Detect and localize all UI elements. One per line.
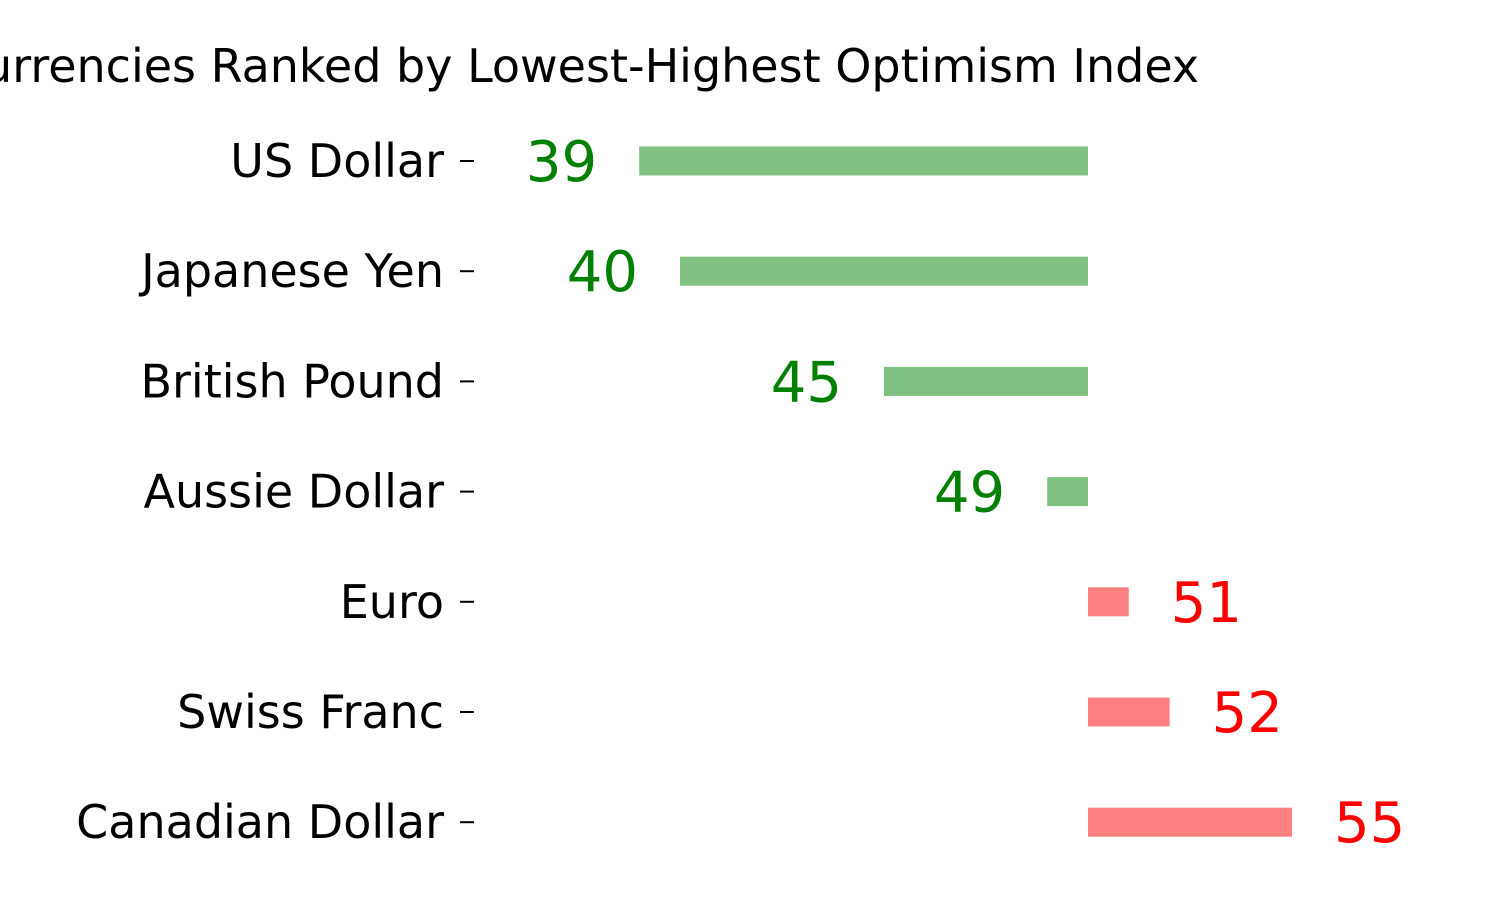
bar-british-pound [884,366,1088,396]
bar-euro [1088,587,1129,617]
category-label: Aussie Dollar [144,465,445,519]
value-label: 55 [1334,791,1405,856]
value-label: 45 [771,350,842,415]
value-label: 49 [934,461,1005,526]
category-label: Canadian Dollar [76,795,444,849]
value-label: 40 [567,240,638,305]
category-label: Euro [340,575,444,629]
category-label: British Pound [140,354,444,408]
bar-japanese-yen [680,256,1088,286]
bar-aussie-dollar [1047,477,1088,507]
bar-canadian-dollar [1088,807,1292,837]
bars-group [639,146,1292,837]
chart-title: Currencies Ranked by Lowest-Highest Opti… [0,39,1199,93]
category-label: Japanese Yen [138,244,444,298]
category-labels-group: US Dollar Japanese Yen British Pound Aussie… [76,134,474,849]
value-labels-group: 39 40 45 49 51 52 55 [526,130,1405,856]
category-label: Swiss Franc [177,685,444,739]
category-label: US Dollar [230,134,444,188]
value-label: 39 [526,130,597,195]
value-label: 52 [1212,681,1283,746]
bar-us-dollar [639,146,1088,176]
bar-swiss-franc [1088,697,1170,727]
value-label: 51 [1171,571,1242,636]
